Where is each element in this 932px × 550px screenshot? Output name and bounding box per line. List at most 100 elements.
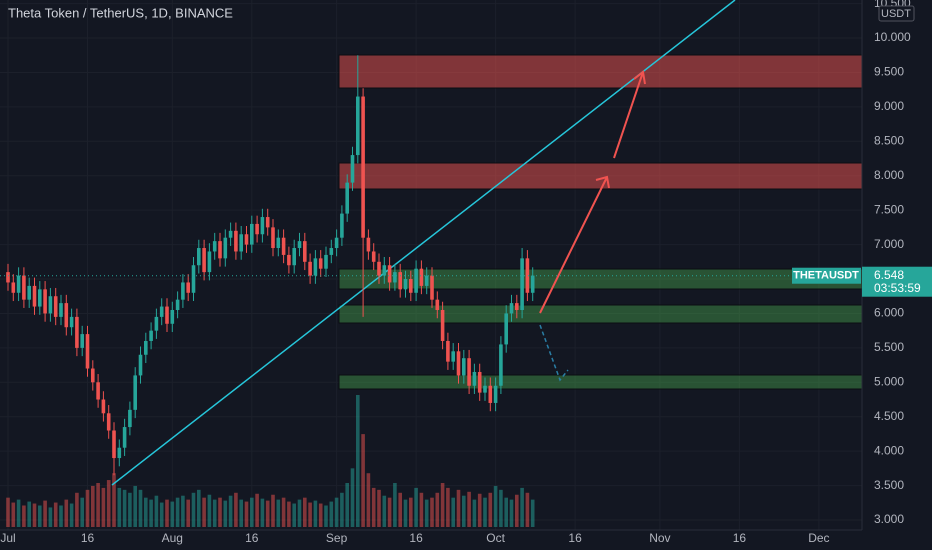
volume-bar <box>149 499 153 527</box>
y-tick-label: 4.000 <box>874 443 904 457</box>
y-tick-label: 5.000 <box>874 374 904 388</box>
volume-bar <box>345 483 349 527</box>
currency-box <box>878 5 915 22</box>
volume-bar <box>488 492 493 527</box>
candle-body <box>435 299 440 310</box>
candle-body <box>382 265 387 276</box>
x-tick-label: 16 <box>568 531 582 545</box>
y-tick-label: 6.000 <box>874 306 904 320</box>
candle-body <box>59 303 63 317</box>
volume-bar <box>530 499 535 527</box>
candle-body <box>191 265 196 293</box>
volume-bar <box>382 495 387 527</box>
volume-bar <box>112 473 116 527</box>
candle-body <box>11 282 16 293</box>
volume-bar <box>265 500 270 527</box>
volume-bar <box>128 492 132 527</box>
candle-body <box>318 258 323 269</box>
candle-body <box>218 241 222 259</box>
y-tick-label: 9.000 <box>874 99 904 113</box>
volume-bar <box>329 501 334 527</box>
y-tick-label: 8.500 <box>874 133 904 147</box>
volume-bar <box>170 501 175 527</box>
candle-body <box>91 368 95 383</box>
axis-labels: 3.0003.5004.0004.5005.0005.5006.0006.500… <box>0 0 911 545</box>
candle-body <box>403 279 408 290</box>
volume-bar <box>456 489 461 527</box>
volume-bar <box>260 498 265 527</box>
support-zone <box>338 374 863 390</box>
price-box <box>862 266 932 297</box>
candle-body <box>138 354 143 376</box>
volume-bar <box>207 494 212 527</box>
candle-body <box>53 296 58 317</box>
volume-bar <box>398 492 402 527</box>
x-tick-label: Dec <box>808 531 829 545</box>
volume-bar <box>212 499 217 527</box>
candle-body <box>361 96 365 238</box>
candle-body <box>398 272 402 290</box>
candle-body <box>345 182 349 214</box>
volume-bar <box>122 489 127 527</box>
candle-body <box>424 275 429 286</box>
volume-bar <box>69 503 74 527</box>
volume-bar <box>250 497 254 527</box>
volume-bar <box>43 500 47 527</box>
volume-bar <box>11 502 16 527</box>
volume-bar <box>64 499 69 527</box>
volume-bar <box>75 492 79 527</box>
candle-body <box>409 279 413 293</box>
candle-body <box>255 223 259 235</box>
y-tick-label: 8.000 <box>874 168 904 182</box>
volume-bar <box>271 494 275 527</box>
volume-bar <box>525 492 530 527</box>
y-tick-label: 4.500 <box>874 409 904 423</box>
volume-bar <box>477 493 482 527</box>
volume-bar <box>356 395 360 527</box>
support-zone <box>338 304 863 324</box>
volume-bar <box>303 497 307 527</box>
candle-body <box>154 316 159 331</box>
x-tick-label: Jul <box>0 531 15 545</box>
candle-body <box>234 230 238 252</box>
candle-body <box>197 248 201 266</box>
volume-bar <box>435 492 440 527</box>
volume-bar <box>504 497 508 527</box>
volume-bar <box>101 487 106 527</box>
candle-body <box>260 217 265 235</box>
volume-bar <box>340 492 344 527</box>
candle-body <box>462 358 466 376</box>
candle-body <box>329 248 334 255</box>
volume-bar <box>175 497 180 527</box>
x-tick-label: Aug <box>162 531 183 545</box>
candle-body <box>276 237 281 249</box>
candle-body <box>48 296 53 314</box>
volume-bar <box>181 495 185 527</box>
volume-bar <box>366 473 371 527</box>
candle-body <box>520 258 524 310</box>
candle-body <box>340 213 344 238</box>
volume-bar <box>371 487 376 527</box>
volume-bar <box>239 499 243 527</box>
candle-body <box>239 234 243 252</box>
y-tick-label: 7.000 <box>874 237 904 251</box>
y-tick-label: 10.000 <box>874 30 911 44</box>
volume-bar <box>424 499 429 527</box>
volume-bar <box>287 501 291 527</box>
candle-body <box>106 413 111 431</box>
candle-body <box>122 427 127 448</box>
candle-body <box>144 340 148 355</box>
candle-body <box>499 344 503 386</box>
candle-body <box>488 385 493 403</box>
candle-body <box>303 241 307 262</box>
volume-bar <box>520 487 524 527</box>
candle-body <box>223 237 228 259</box>
x-tick-label: 16 <box>733 531 747 545</box>
candle-body <box>265 217 270 228</box>
candle-body <box>456 351 461 376</box>
volume-bar <box>334 497 339 527</box>
candle-body <box>133 375 137 410</box>
candle-body <box>292 248 296 266</box>
candle-body <box>515 303 519 310</box>
